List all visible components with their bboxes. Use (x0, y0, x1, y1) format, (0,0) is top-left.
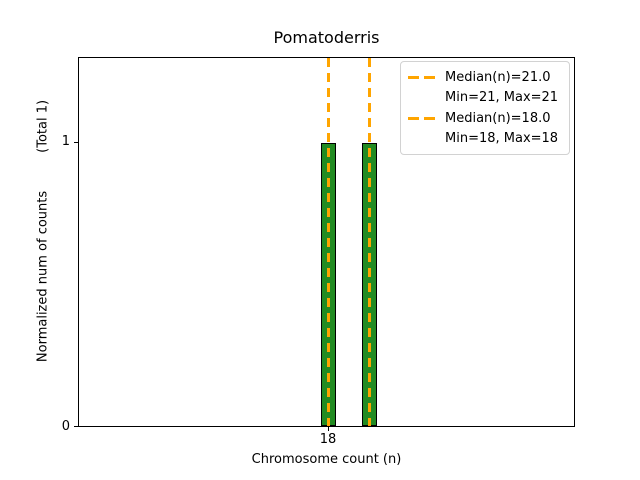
legend-label-median-18: Median(n)=18.0 (445, 110, 551, 126)
legend-label-minmax-21: Min=21, Max=21 (445, 90, 559, 106)
y-tick-mark-1 (74, 142, 78, 144)
legend-label-median-21: Median(n)=21.0 (445, 69, 551, 85)
y-tick-label-0: 0 (61, 419, 70, 434)
dashed-line-icon (408, 75, 435, 79)
y-tick-mark-0 (74, 426, 78, 428)
dashed-line-icon (408, 116, 435, 120)
legend-label-minmax-18: Min=18, Max=18 (445, 131, 559, 147)
median-vline-n18 (327, 58, 330, 426)
x-tick-mark-18 (327, 427, 329, 431)
chart-title: Pomatoderris (273, 28, 380, 47)
x-axis-label: Chromosome count (n) (251, 452, 402, 467)
plot-area: Median(n)=21.0 Min=21, Max=21 Median(n)=… (78, 57, 575, 427)
legend-row: Median(n)=18.0 (408, 108, 563, 129)
median-vline-n21 (368, 58, 371, 426)
legend-row: Median(n)=21.0 (408, 67, 563, 88)
x-tick-label-18: 18 (319, 432, 337, 447)
y-tick-label-1: 1 (61, 134, 70, 149)
legend-row: Min=18, Max=18 (408, 129, 563, 150)
legend-row: Min=21, Max=21 (408, 88, 563, 109)
y-axis-label-main: Normalized num of counts (35, 190, 51, 363)
legend: Median(n)=21.0 Min=21, Max=21 Median(n)=… (400, 61, 570, 155)
